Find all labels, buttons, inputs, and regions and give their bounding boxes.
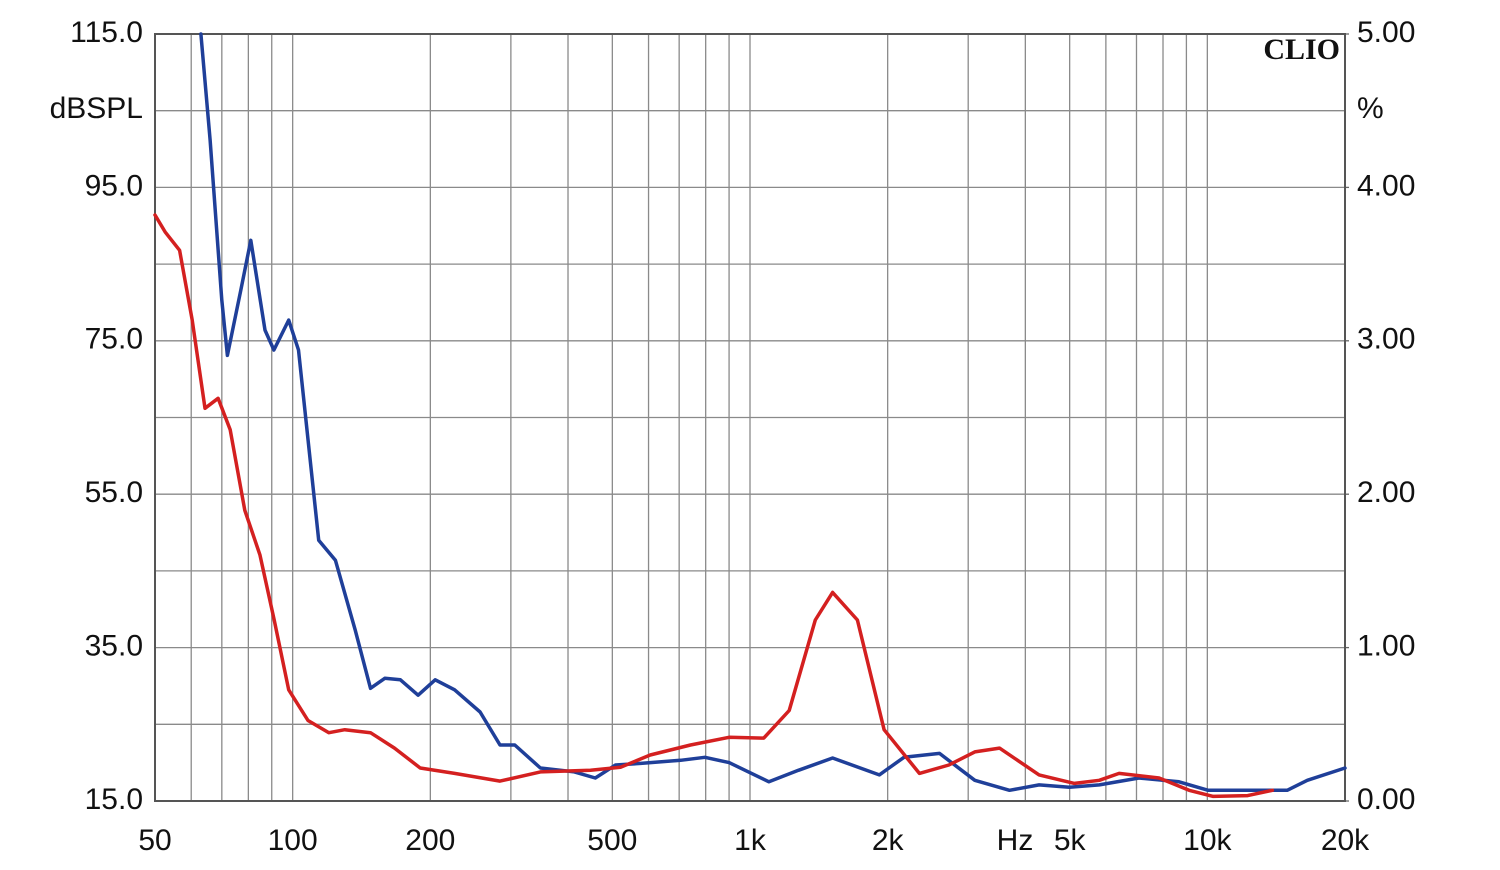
x-tick-label: 20k bbox=[1321, 824, 1370, 857]
y2-tick-label: 3.00 bbox=[1357, 323, 1415, 356]
y2-tick-label: 2.00 bbox=[1357, 476, 1415, 509]
x-tick-label: 200 bbox=[405, 824, 455, 857]
y-tick-label: 55.0 bbox=[85, 476, 143, 509]
x-tick-label: 100 bbox=[268, 824, 318, 857]
y-tick-label: 15.0 bbox=[85, 783, 143, 816]
y-axis-label: dBSPL bbox=[50, 92, 143, 125]
x-tick-label: 50 bbox=[138, 824, 171, 857]
series-line bbox=[153, 213, 1275, 799]
x-tick-label: 5k bbox=[1054, 824, 1087, 857]
series-line bbox=[199, 32, 1347, 793]
x-tick-label: 10k bbox=[1183, 824, 1232, 857]
x-tick-label: 2k bbox=[872, 824, 905, 857]
x-tick-label: 500 bbox=[587, 824, 637, 857]
x-tick-label: 1k bbox=[734, 824, 767, 857]
y-tick-label: 115.0 bbox=[70, 16, 143, 49]
y-tick-label: 95.0 bbox=[85, 169, 143, 202]
y2-axis-label: % bbox=[1357, 92, 1384, 125]
y2-tick-label: 0.00 bbox=[1357, 783, 1415, 816]
y-tick-label: 35.0 bbox=[85, 630, 143, 663]
y2-tick-label: 5.00 bbox=[1357, 16, 1415, 49]
y2-tick-label: 1.00 bbox=[1357, 630, 1415, 663]
y2-tick-label: 4.00 bbox=[1357, 169, 1415, 202]
x-axis-label: Hz bbox=[997, 824, 1034, 857]
plot-frame bbox=[154, 33, 1346, 802]
y-tick-label: 75.0 bbox=[85, 323, 143, 356]
watermark: CLIO bbox=[1263, 33, 1340, 66]
